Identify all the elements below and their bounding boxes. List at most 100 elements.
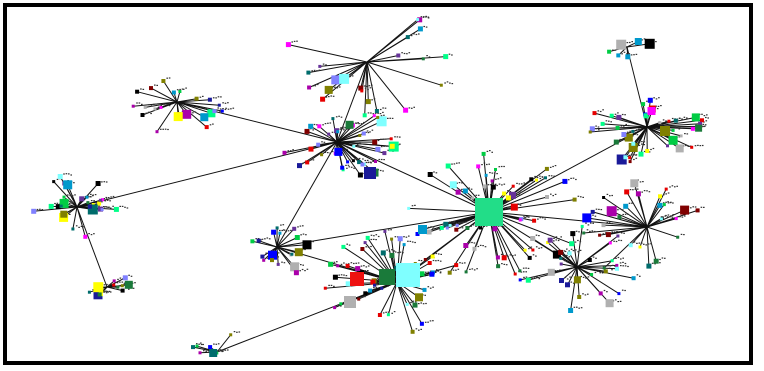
graph-node: [376, 116, 387, 127]
graph-node: [405, 35, 410, 40]
graph-edge: [632, 126, 648, 145]
node-label-speck: [639, 275, 641, 277]
node-label-speck: [437, 259, 440, 262]
node-label-speck: [625, 123, 627, 126]
node-label-speck: [148, 104, 150, 106]
node-label-speck: [435, 260, 437, 262]
node-label-speck: [90, 234, 93, 236]
node-label-speck: [704, 124, 707, 126]
graph-edge: [646, 226, 678, 238]
node-label-speck: [451, 163, 453, 165]
node-label-speck: [69, 201, 72, 203]
node-label-speck: [427, 226, 430, 228]
graph-node: [376, 115, 380, 119]
node-label-speck: [482, 245, 484, 247]
node-label-speck: [564, 250, 567, 253]
node-label-speck: [336, 87, 339, 89]
graph-node: [634, 38, 642, 45]
node-label-speck: [638, 144, 641, 146]
node-label-speck: [498, 166, 501, 168]
graph-edge: [176, 99, 210, 103]
node-label-speck: [626, 131, 629, 133]
node-label-speck: [297, 226, 299, 228]
node-label-speck: [325, 64, 327, 66]
graph-edge: [379, 281, 398, 316]
node-label-speck: [219, 349, 222, 351]
node-label-speck: [427, 16, 430, 18]
node-label-speck: [203, 350, 205, 352]
node-label-speck: [525, 276, 528, 278]
node-label-speck: [539, 177, 542, 180]
node-label-speck: [659, 258, 661, 261]
node-label-speck: [105, 181, 108, 183]
node-label-speck: [364, 296, 366, 298]
node-label-speck: [434, 229, 437, 231]
graph-node: [374, 160, 377, 163]
graph-node: [645, 149, 650, 153]
graph-node: [212, 109, 217, 114]
node-label-speck: [477, 194, 480, 196]
node-label-speck: [121, 281, 124, 283]
node-label-speck: [548, 175, 551, 177]
graph-node: [455, 223, 459, 227]
graph-node: [182, 109, 192, 119]
graph-edge: [366, 56, 446, 63]
graph-node: [511, 184, 515, 188]
graph-node: [568, 308, 574, 313]
graph-node: [396, 53, 401, 58]
graph-edge: [602, 123, 648, 128]
node-label-speck: [205, 350, 207, 352]
graph-node: [305, 160, 310, 165]
node-label-speck: [646, 100, 648, 102]
node-label-speck: [313, 123, 316, 126]
node-label-speck: [325, 96, 328, 98]
node-label-speck: [383, 114, 385, 116]
node-label-speck: [425, 302, 427, 305]
graph-node: [60, 210, 68, 218]
node-label-speck: [611, 194, 613, 197]
node-label-speck: [703, 115, 706, 117]
node-label-speck: [595, 128, 598, 130]
node-label-speck: [594, 215, 597, 217]
node-label-speck: [567, 179, 570, 181]
node-label-speck: [365, 131, 367, 133]
node-label-speck: [455, 222, 458, 224]
node-label-speck: [160, 128, 162, 130]
node-label-speck: [582, 276, 585, 278]
node-label-speck: [402, 252, 404, 254]
node-label-speck: [425, 271, 427, 273]
node-label-speck: [617, 209, 619, 211]
graph-edge: [150, 87, 178, 103]
node-label-speck: [124, 206, 126, 208]
node-label-speck: [434, 271, 437, 273]
graph-node: [332, 274, 338, 280]
node-label-speck: [440, 253, 442, 255]
graph-node: [603, 269, 608, 274]
graph-edge: [576, 226, 583, 268]
graph-node: [405, 302, 409, 306]
node-label-speck: [635, 129, 638, 131]
graph-node: [418, 225, 427, 234]
graph-node: [389, 137, 393, 141]
graph-edge: [569, 253, 578, 268]
node-label-speck: [681, 216, 684, 218]
node-label-speck: [615, 299, 617, 301]
node-label-speck: [534, 175, 536, 178]
graph-node: [327, 132, 331, 136]
graph-edge: [276, 237, 298, 248]
node-label-speck: [377, 112, 379, 114]
node-label-speck: [323, 141, 326, 143]
graph-node: [544, 176, 547, 180]
node-label-speck: [614, 113, 617, 115]
node-label-speck: [377, 282, 380, 284]
node-label-speck: [119, 205, 121, 207]
node-label-speck: [232, 107, 235, 109]
node-label-speck: [108, 206, 110, 208]
node-label-speck: [633, 241, 636, 243]
network-graph: [31, 15, 709, 357]
node-label-speck: [192, 112, 194, 114]
node-label-speck: [415, 301, 417, 303]
node-label-speck: [613, 231, 616, 233]
node-label-speck: [414, 204, 416, 206]
graph-node: [131, 104, 135, 108]
